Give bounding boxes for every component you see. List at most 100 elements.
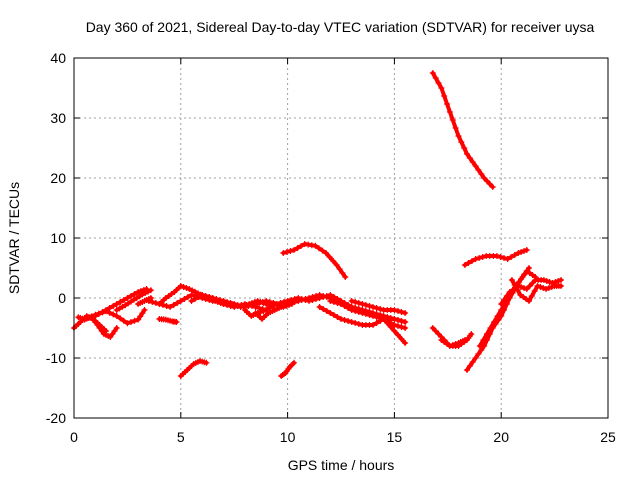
series-track-19	[177, 358, 210, 379]
data-point	[203, 359, 210, 366]
data-point	[373, 312, 380, 318]
data-point	[498, 307, 505, 313]
y-tick-label: 0	[58, 290, 66, 306]
data-point	[92, 313, 99, 319]
data-point	[514, 287, 521, 293]
y-tick-label: 10	[50, 230, 66, 246]
data-point	[135, 289, 142, 295]
data-point	[99, 309, 106, 315]
data-point	[494, 313, 501, 319]
data-point	[120, 297, 127, 303]
data-point	[199, 292, 206, 298]
data-point	[387, 324, 394, 330]
series-track-15	[316, 304, 409, 328]
data-point	[291, 247, 297, 253]
data-point	[160, 302, 166, 308]
data-point	[227, 300, 234, 306]
data-point	[362, 302, 369, 308]
data-point	[435, 80, 442, 86]
data-point	[283, 249, 290, 255]
axis-ticks: 0 5 10 15 20 25 -20 -10 0 10 20 30 40	[46, 50, 616, 445]
data-point	[323, 294, 330, 300]
data-point	[284, 301, 291, 307]
data-point	[478, 171, 485, 177]
data-point	[391, 316, 398, 322]
data-point	[260, 308, 267, 314]
data-point	[446, 343, 453, 349]
data-point	[476, 343, 483, 349]
data-point	[435, 331, 442, 337]
data-point	[468, 331, 475, 337]
series-track-5	[113, 287, 154, 313]
series-track-22	[429, 70, 496, 190]
data-point	[333, 262, 340, 268]
data-point	[309, 294, 316, 300]
data-point	[288, 300, 295, 306]
data-point	[287, 248, 294, 254]
data-point	[476, 255, 483, 261]
data-point	[531, 288, 538, 294]
data-point	[465, 260, 472, 266]
x-tick-label: 5	[177, 429, 185, 445]
data-point	[497, 254, 504, 260]
x-tick-label: 0	[70, 429, 78, 445]
data-point	[327, 310, 334, 316]
data-point	[135, 316, 142, 323]
data-point	[359, 301, 366, 307]
data-point	[348, 304, 355, 310]
data-point	[206, 294, 213, 300]
series-track-25	[438, 337, 468, 349]
data-point	[103, 307, 109, 313]
data-point	[117, 315, 124, 322]
series-track-29	[508, 277, 564, 304]
data-point	[149, 299, 156, 305]
series-track-4	[92, 286, 150, 319]
data-point	[266, 299, 273, 305]
data-point	[432, 75, 439, 81]
data-point	[501, 297, 507, 303]
data-point	[534, 283, 541, 289]
data-point	[461, 145, 468, 151]
data-point	[444, 101, 451, 107]
data-point	[128, 319, 134, 325]
data-point	[479, 254, 486, 260]
series-track-18	[156, 316, 180, 325]
data-point	[320, 306, 327, 312]
data-point	[469, 359, 476, 365]
data-point	[537, 284, 544, 290]
series-track-20	[278, 359, 297, 379]
data-point	[180, 284, 187, 290]
data-point	[359, 307, 366, 313]
data-point	[224, 299, 231, 305]
data-point	[543, 286, 550, 292]
data-point	[280, 250, 287, 256]
data-point	[540, 285, 547, 291]
x-tick-label: 25	[600, 429, 616, 445]
data-point	[398, 318, 405, 324]
data-point	[518, 249, 525, 255]
data-point	[181, 296, 188, 302]
data-point	[124, 320, 131, 327]
y-tick-label: 40	[50, 50, 66, 66]
data-point	[263, 298, 270, 304]
data-point	[298, 243, 305, 249]
data-point	[472, 163, 479, 169]
data-point	[131, 291, 138, 297]
x-tick-label: 20	[493, 429, 509, 445]
data-point	[209, 295, 216, 301]
data-point	[515, 250, 522, 256]
data-point	[355, 300, 362, 306]
data-point	[141, 307, 148, 313]
data-point	[501, 255, 507, 261]
data-point	[452, 125, 459, 131]
data-point	[373, 305, 380, 311]
series-line	[430, 71, 495, 189]
data-point	[188, 292, 195, 298]
data-point	[113, 313, 120, 319]
data-point	[315, 245, 322, 252]
data-point	[429, 325, 436, 331]
data-point	[391, 307, 398, 313]
data-point	[461, 262, 468, 268]
data-point	[252, 301, 259, 307]
